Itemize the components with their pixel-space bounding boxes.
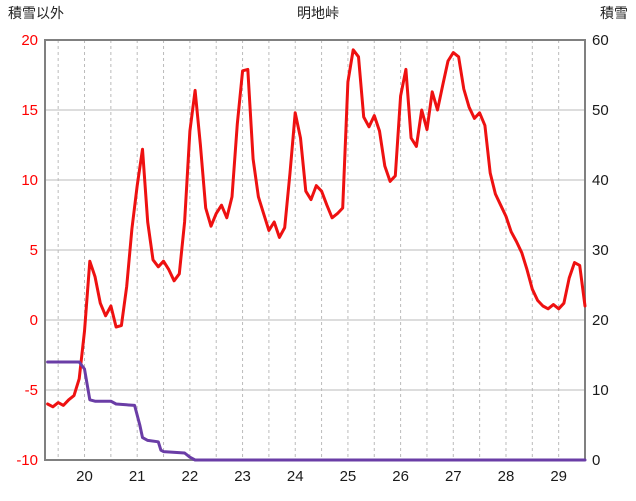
- x-axis-tick-label: 26: [392, 468, 409, 485]
- left-axis-title: 積雪以外: [8, 5, 64, 21]
- left-axis-tick-label: -5: [25, 382, 38, 399]
- right-axis-tick-label: 10: [592, 382, 609, 399]
- x-axis-tick-label: 29: [550, 468, 567, 485]
- left-axis-tick-label: 20: [21, 32, 38, 49]
- x-axis-tick-label: 20: [76, 468, 93, 485]
- chart-title: 明地峠: [297, 5, 339, 21]
- left-axis-tick-label: 15: [21, 102, 38, 119]
- left-axis-tick-label: 5: [30, 242, 38, 259]
- right-axis-tick-label: 50: [592, 102, 609, 119]
- snow-depth-series-line: [46, 360, 587, 462]
- x-axis-tick-label: 28: [498, 468, 515, 485]
- left-axis-tick-label: 10: [21, 172, 38, 189]
- x-axis-tick-label: 25: [340, 468, 357, 485]
- right-axis-tick-label: 60: [592, 32, 609, 49]
- x-axis-tick-label: 23: [234, 468, 251, 485]
- x-axis-tick-label: 27: [445, 468, 462, 485]
- x-axis-tick-label: 21: [129, 468, 146, 485]
- left-axis-tick-label: -10: [16, 452, 38, 469]
- right-axis-tick-label: 40: [592, 172, 609, 189]
- x-axis-tick-label: 24: [287, 468, 304, 485]
- right-axis-tick-label: 20: [592, 312, 609, 329]
- left-axis-tick-label: 0: [30, 312, 38, 329]
- right-axis-tick-label: 30: [592, 242, 609, 259]
- x-axis-tick-label: 22: [182, 468, 199, 485]
- non-snow-series-line: [46, 48, 587, 409]
- right-axis-tick-label: 0: [592, 452, 600, 469]
- right-axis-title: 積雪: [600, 5, 628, 21]
